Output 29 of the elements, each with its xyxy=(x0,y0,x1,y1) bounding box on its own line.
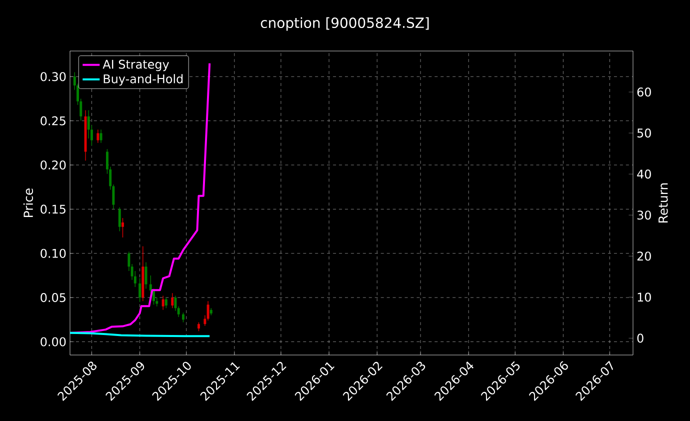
y2-tick-label: 60 xyxy=(637,88,651,97)
candlestick xyxy=(182,312,184,323)
candlestick xyxy=(162,295,164,310)
chart-title: cnoption [90005824.SZ] xyxy=(260,17,429,31)
legend-label: Buy-and-Hold xyxy=(104,74,183,86)
y-axis-title: Price xyxy=(23,188,34,217)
y-tick-label: 0.15 xyxy=(40,204,66,214)
y2-tick-label: 50 xyxy=(637,128,651,138)
y2-axis-title: Return xyxy=(658,183,668,222)
candlestick xyxy=(164,297,168,309)
candlestick xyxy=(96,129,100,144)
candlestick xyxy=(118,207,121,232)
legend-label: AI Strategy xyxy=(102,60,170,72)
y2-tick-label: 20 xyxy=(637,252,651,261)
y2-tick-label: 40 xyxy=(637,170,651,179)
candlestick xyxy=(121,218,124,238)
y2-tick-label: 10 xyxy=(638,292,651,302)
candlestick xyxy=(138,278,142,302)
y-tick-label: 0.10 xyxy=(40,248,66,258)
y-tick-label: 0.00 xyxy=(40,337,66,346)
y2-tick-label: 0 xyxy=(637,334,644,343)
y-tick-label: 0.20 xyxy=(40,160,66,170)
y2-tick-label: 30 xyxy=(637,210,651,220)
candlestick xyxy=(152,288,155,305)
candlestick xyxy=(171,292,174,309)
y-tick-label: 0.30 xyxy=(40,72,66,82)
y-tick-label: 0.05 xyxy=(40,293,66,302)
y-tick-label: 0.25 xyxy=(40,116,66,126)
candlestick xyxy=(100,129,102,144)
